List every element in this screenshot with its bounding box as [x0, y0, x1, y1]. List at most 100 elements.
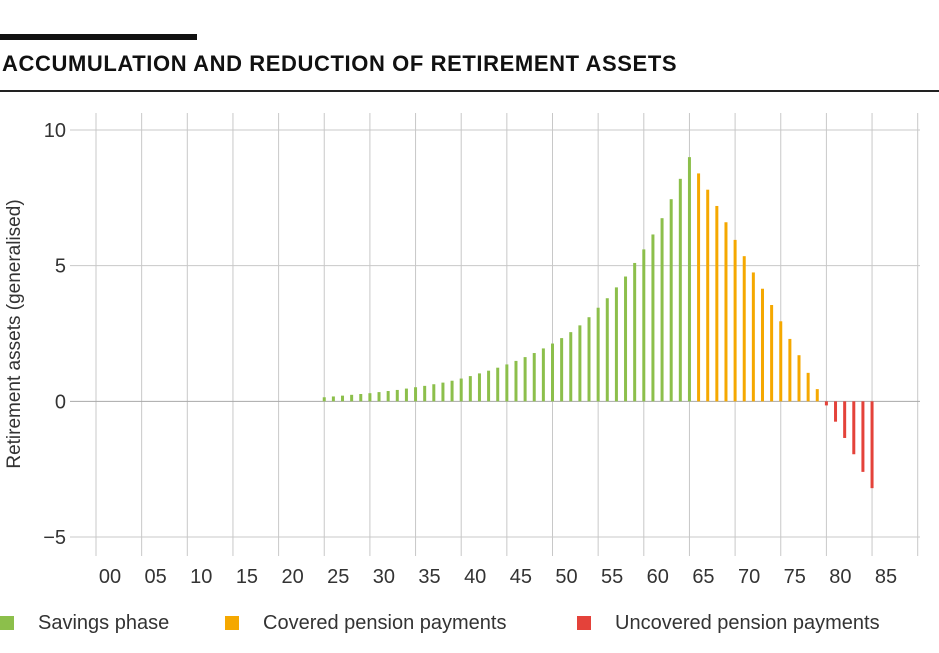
bar-savings — [587, 317, 591, 402]
bar-covered — [806, 372, 810, 402]
bar-savings — [642, 249, 646, 402]
x-tick-label: 85 — [875, 566, 897, 588]
x-tick-label: 05 — [145, 566, 167, 588]
legend-label-covered: Covered pension payments — [263, 611, 507, 634]
bar-covered — [815, 389, 819, 402]
bar-savings — [377, 392, 381, 402]
bar-uncovered — [852, 401, 856, 455]
legend-item-savings: Savings phase — [0, 610, 169, 636]
bar-savings — [514, 360, 518, 402]
legend-swatch-covered — [225, 616, 239, 630]
bar-covered — [706, 189, 710, 402]
bar-savings — [322, 397, 326, 402]
bar-uncovered — [861, 401, 865, 472]
bar-savings — [404, 388, 408, 402]
bar-savings — [450, 380, 454, 402]
x-tick-label: 50 — [555, 566, 577, 588]
bar-savings — [569, 332, 573, 402]
legend: Savings phase Covered pension payments U… — [0, 610, 939, 636]
x-tick-label: 00 — [99, 566, 121, 588]
y-axis-label: Retirement assets (generalised) — [4, 199, 25, 468]
y-tick-label: 0 — [55, 391, 66, 413]
x-tick-label: 75 — [784, 566, 806, 588]
bar-savings — [459, 378, 463, 402]
bar-covered — [779, 321, 783, 402]
bar-savings — [541, 348, 545, 402]
x-tick-label: 30 — [373, 566, 395, 588]
bar-savings — [341, 395, 345, 402]
x-tick-labels: 00 05 10 15 20 25 30 35 40 45 50 55 60 65 70 75 80 85 — [99, 566, 897, 588]
x-tick-label: 65 — [692, 566, 714, 588]
y-tick-label: 10 — [44, 120, 66, 142]
bar-savings — [624, 276, 628, 402]
legend-label-savings: Savings phase — [38, 611, 170, 634]
bar-savings — [605, 298, 609, 402]
x-tick-label: 15 — [236, 566, 258, 588]
x-tick-label: 25 — [327, 566, 349, 588]
bar-savings — [560, 338, 564, 402]
bar-covered — [788, 338, 792, 402]
legend-item-uncovered: Uncovered pension payments — [577, 610, 880, 636]
x-tick-label: 45 — [510, 566, 532, 588]
bar-covered — [733, 239, 737, 402]
bar-covered — [751, 272, 755, 402]
bar-savings — [596, 307, 600, 402]
bar-uncovered — [870, 401, 874, 489]
grid-lines — [70, 113, 920, 556]
bar-savings — [331, 396, 335, 402]
x-tick-label: 70 — [738, 566, 760, 588]
legend-swatch-savings — [0, 616, 14, 630]
bar-savings — [532, 353, 536, 402]
x-tick-label: 10 — [190, 566, 212, 588]
y-tick-labels: 10 5 0 −5 — [43, 120, 66, 549]
bar-savings — [350, 394, 354, 402]
x-tick-label: 35 — [418, 566, 440, 588]
y-tick-label: 5 — [55, 256, 66, 278]
bar-savings — [678, 178, 682, 402]
bars — [322, 157, 874, 489]
y-tick-label: −5 — [43, 527, 66, 549]
x-tick-label: 20 — [281, 566, 303, 588]
bar-savings — [523, 357, 527, 402]
bar-savings — [660, 218, 664, 402]
title-underline-rule — [0, 90, 939, 92]
bar-savings — [368, 393, 372, 402]
bar-savings — [551, 343, 554, 402]
bar-covered — [760, 288, 764, 402]
title-accent-rule — [0, 34, 197, 40]
bar-savings — [633, 262, 637, 402]
bar-uncovered — [843, 401, 847, 438]
bar-covered — [715, 205, 719, 402]
bar-savings — [386, 391, 390, 402]
bar-covered — [742, 256, 746, 402]
bar-covered — [724, 222, 728, 402]
bar-savings — [614, 287, 618, 402]
bar-savings — [477, 373, 481, 402]
legend-label-uncovered: Uncovered pension payments — [615, 611, 880, 634]
bar-savings — [669, 199, 673, 402]
bar-savings — [687, 157, 691, 402]
bar-savings — [359, 394, 363, 402]
bar-savings — [395, 389, 399, 402]
bar-uncovered — [824, 401, 828, 406]
bar-savings — [496, 367, 500, 402]
legend-swatch-uncovered — [577, 616, 591, 630]
x-tick-label: 60 — [647, 566, 669, 588]
x-tick-label: 80 — [829, 566, 851, 588]
bar-savings — [468, 376, 472, 402]
bar-savings — [414, 387, 418, 402]
chart-title: ACCUMULATION AND REDUCTION OF RETIREMENT… — [2, 51, 678, 76]
bar-savings — [487, 370, 491, 402]
bar-covered — [797, 355, 801, 402]
legend-item-covered: Covered pension payments — [225, 610, 506, 636]
bar-savings — [423, 385, 427, 402]
bar-savings — [651, 234, 655, 402]
x-tick-label: 55 — [601, 566, 623, 588]
bar-covered — [697, 173, 701, 402]
bar-covered — [770, 305, 774, 402]
bar-savings — [505, 364, 509, 402]
bar-savings — [432, 384, 436, 402]
x-tick-label: 40 — [464, 566, 486, 588]
bar-uncovered — [834, 401, 838, 422]
